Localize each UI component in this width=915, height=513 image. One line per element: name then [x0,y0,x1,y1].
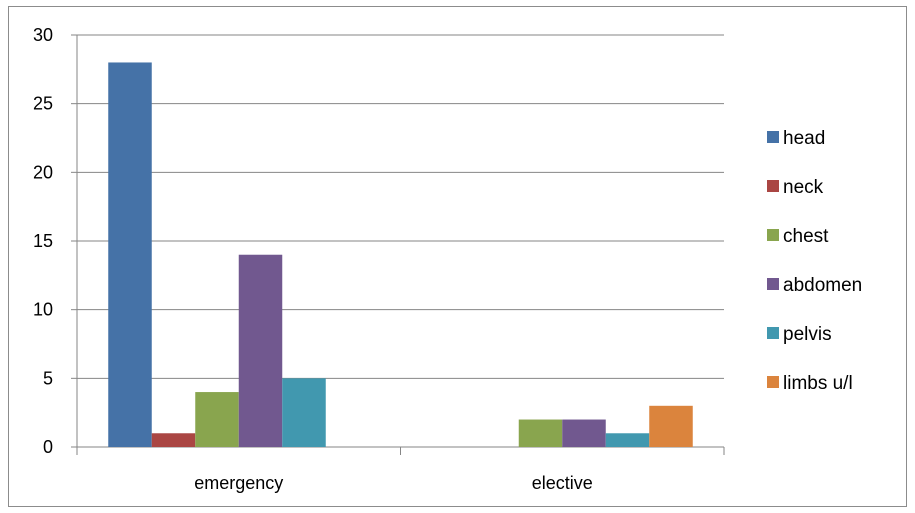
legend-label: neck [783,177,824,198]
x-category-label: elective [532,473,593,493]
legend-label: chest [783,226,829,247]
bar-abdomen-emergency [238,254,283,447]
y-tick-label: 30 [33,25,53,45]
legend-swatch [767,180,779,192]
legend-swatch [767,278,779,290]
bar-abdomen-elective [562,419,606,447]
bar-pelvis-elective [605,433,650,447]
bar-chest-emergency [195,392,239,447]
y-tick-label: 15 [33,231,53,251]
legend-swatch [767,229,779,241]
legend-swatch [767,327,779,339]
y-tick-label: 5 [43,368,53,388]
legend-label: head [783,128,825,149]
legend: head neck chest abdomen pelvis limbs u/l [767,128,862,394]
gridlines [77,34,724,379]
legend-label: abdomen [783,275,862,296]
bar-pelvis-emergency [282,378,326,447]
axis-labels: 0 5 10 15 20 25 30 emergency elective [33,25,593,493]
x-category-label: emergency [194,473,283,493]
bars [108,62,693,447]
y-tick-label: 25 [33,94,53,114]
bar-limbs-u-l-elective [649,405,693,447]
legend-swatch [767,376,779,388]
bar-neck-emergency [151,433,196,447]
legend-swatch [767,131,779,143]
axes [71,34,725,455]
y-tick-label: 10 [33,300,53,320]
legend-label: pelvis [783,324,832,345]
y-tick-label: 20 [33,162,53,182]
legend-label: limbs u/l [783,373,853,394]
y-tick-label: 0 [43,437,53,457]
bar-head-emergency [108,62,152,447]
bar-chest-elective [518,419,563,447]
chart-frame [8,6,907,507]
